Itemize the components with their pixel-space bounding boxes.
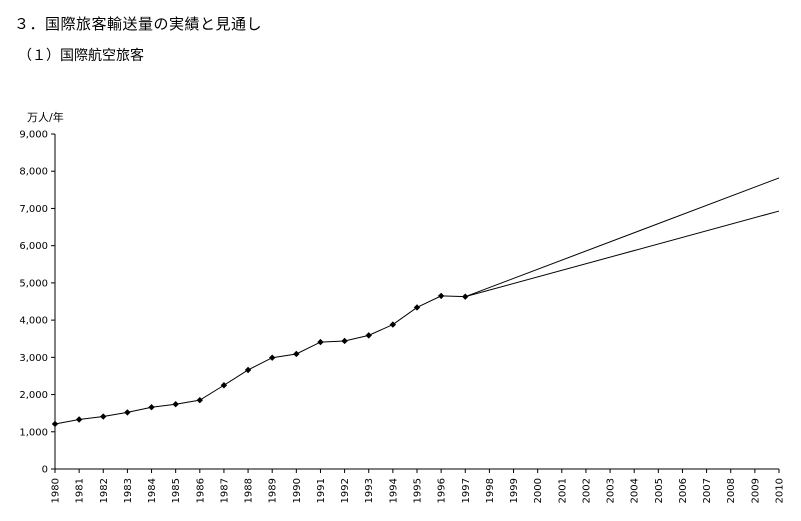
chart-axes — [54, 134, 779, 470]
x-tick-label: 1990 — [292, 478, 303, 503]
y-tick-label: 6,000 — [19, 241, 48, 252]
series-line-actual — [54, 295, 466, 425]
x-tick-label: 1998 — [485, 478, 496, 503]
y-tick-label: 0 — [42, 465, 48, 476]
data-point — [293, 350, 300, 358]
x-tick-label: 1994 — [388, 478, 399, 503]
x-tick-label: 2002 — [581, 478, 592, 503]
x-tick-label: 1981 — [75, 478, 86, 503]
data-point — [341, 337, 348, 345]
data-point — [124, 409, 131, 416]
data-point — [172, 401, 179, 408]
data-point — [148, 404, 155, 411]
series-lines — [54, 177, 780, 425]
data-point — [75, 416, 83, 423]
x-tick-label: 1991 — [316, 478, 327, 503]
data-point — [244, 366, 252, 374]
section-subheading: （１）国際航空旅客 — [18, 48, 144, 64]
x-tick-label: 1987 — [219, 478, 230, 503]
x-tick-label: 2009 — [750, 478, 761, 503]
data-point — [437, 292, 445, 300]
x-tick-label: 1985 — [171, 478, 182, 503]
series-line-forecast-high — [465, 177, 780, 298]
x-tick-label: 2007 — [702, 478, 713, 503]
x-tick-label: 2006 — [678, 478, 689, 503]
y-axis-ticks: 0 1,000 2,000 3,000 4,000 5,000 6,000 7,000 8,00… — [19, 130, 55, 476]
data-point — [389, 321, 397, 328]
y-tick-label: 2,000 — [19, 390, 48, 401]
x-tick-label: 1992 — [340, 478, 351, 503]
x-tick-label: 2008 — [726, 478, 737, 503]
x-tick-label: 1982 — [99, 478, 110, 503]
x-tick-label: 1988 — [244, 478, 255, 503]
y-tick-label: 9,000 — [19, 130, 48, 141]
x-tick-label: 2005 — [654, 478, 665, 503]
y-tick-label: 5,000 — [19, 278, 48, 289]
x-tick-label: 1989 — [268, 478, 279, 503]
y-tick-label: 4,000 — [19, 316, 48, 327]
data-point — [317, 338, 324, 346]
x-tick-label: 2001 — [557, 478, 568, 503]
x-tick-label: 2010 — [775, 478, 786, 503]
data-point — [462, 293, 469, 300]
data-point — [413, 304, 421, 311]
x-tick-label: 2004 — [630, 478, 641, 503]
data-point — [51, 420, 59, 428]
series-line-forecast-low — [465, 210, 780, 298]
x-tick-label: 2003 — [606, 478, 617, 503]
y-tick-label: 3,000 — [19, 353, 48, 364]
y-tick-label: 7,000 — [19, 204, 48, 215]
x-tick-label: 1986 — [195, 478, 206, 503]
data-point — [269, 354, 276, 361]
y-tick-label: 1,000 — [19, 427, 48, 438]
x-tick-label: 1980 — [51, 478, 62, 503]
x-axis-ticks: 1980 1981 1982 1983 1984 1985 1986 1987 1988 1989… — [51, 469, 786, 503]
series-markers — [51, 292, 469, 428]
x-tick-label: 1984 — [147, 478, 158, 503]
y-tick-label: 8,000 — [19, 167, 48, 178]
x-tick-label: 2000 — [533, 478, 544, 503]
data-point — [220, 382, 228, 389]
data-point — [196, 396, 203, 404]
x-tick-label: 1999 — [509, 478, 520, 503]
x-tick-label: 1995 — [413, 478, 424, 503]
data-point — [365, 332, 372, 339]
x-tick-label: 1996 — [437, 478, 448, 503]
x-tick-label: 1997 — [461, 478, 472, 503]
x-tick-label: 1993 — [364, 478, 375, 503]
section-heading: ３．国際旅客輸送量の実績と見通し — [14, 15, 263, 33]
y-axis-unit-label: 万人/年 — [27, 111, 64, 124]
x-tick-label: 1983 — [123, 478, 134, 503]
data-point — [100, 413, 107, 420]
